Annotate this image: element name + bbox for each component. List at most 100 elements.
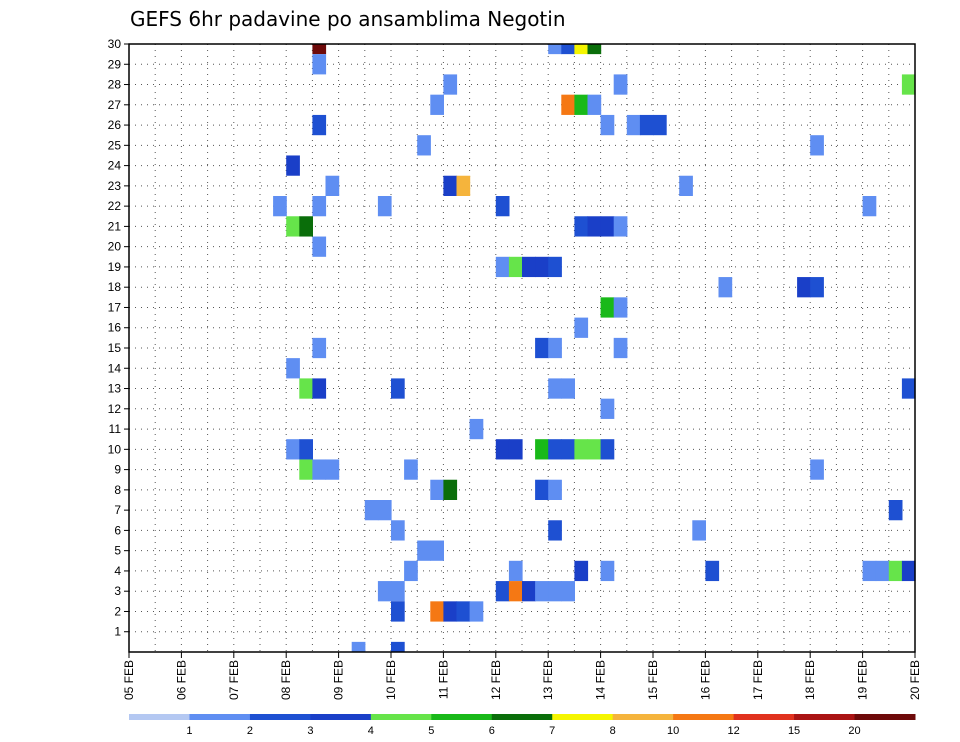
precip-cell xyxy=(522,581,536,602)
precip-cell xyxy=(587,216,602,237)
precip-cell xyxy=(810,459,824,480)
x-tick-label: 10 FEB xyxy=(384,660,398,700)
precip-cell xyxy=(653,114,667,136)
precip-cell xyxy=(364,500,379,521)
precip-cell xyxy=(548,337,562,359)
precip-cell xyxy=(901,378,916,399)
colorbar: 1 2 3 4 5 6 7 8 10 12 15 20 xyxy=(129,714,916,737)
precip-cell xyxy=(417,135,431,156)
precip-cell xyxy=(574,439,589,460)
precip-cell xyxy=(456,601,471,622)
precip-cell xyxy=(391,378,405,399)
precip-cell xyxy=(430,94,444,115)
precip-cell xyxy=(377,500,392,521)
y-tick-label: 26 xyxy=(108,118,122,132)
precip-cell xyxy=(548,439,562,460)
precip-cell xyxy=(273,196,287,217)
precip-cell xyxy=(286,155,300,176)
y-tick-label: 30 xyxy=(108,37,122,51)
precip-cell xyxy=(495,256,510,278)
colorbar-swatch xyxy=(370,714,432,720)
precip-cell xyxy=(312,236,327,257)
precip-cell xyxy=(495,581,510,602)
precip-cell xyxy=(600,439,615,460)
precip-cell xyxy=(535,581,549,602)
precip-cell xyxy=(600,297,615,318)
precip-cell xyxy=(299,459,313,480)
precip-cell xyxy=(888,500,903,521)
y-tick-label: 3 xyxy=(114,584,121,598)
colorbar-label: 10 xyxy=(667,725,679,737)
colorbar-swatch xyxy=(794,714,856,720)
precip-cell xyxy=(862,196,877,217)
y-tick-label: 25 xyxy=(108,138,122,152)
precip-cell xyxy=(404,560,418,582)
precip-cell xyxy=(430,601,444,622)
x-tick-label: 05 FEB xyxy=(122,660,136,700)
precip-cell xyxy=(377,196,392,217)
precip-cell xyxy=(325,175,340,196)
precip-cell xyxy=(312,114,327,136)
precip-cell xyxy=(797,277,811,298)
precip-cell xyxy=(613,297,628,318)
colorbar-label: 5 xyxy=(428,725,434,737)
precip-cell xyxy=(574,44,589,55)
precip-cell xyxy=(312,196,327,217)
precip-cell xyxy=(600,216,615,237)
precip-cell xyxy=(639,114,654,136)
precip-cell xyxy=(574,317,589,338)
precip-cell xyxy=(548,479,562,500)
precip-cell xyxy=(469,418,484,440)
precip-cell xyxy=(456,175,471,196)
colorbar-label: 3 xyxy=(307,725,313,737)
y-tick-label: 23 xyxy=(108,179,122,193)
x-tick-label: 20 FEB xyxy=(908,660,922,700)
y-tick-label: 20 xyxy=(108,240,122,254)
precip-cell xyxy=(299,216,313,237)
y-tick-label: 4 xyxy=(114,564,121,578)
y-tick-label: 29 xyxy=(108,57,122,71)
y-tick-label: 16 xyxy=(108,321,122,335)
precip-cell xyxy=(875,560,890,582)
precip-cell xyxy=(574,94,589,115)
colorbar-swatch xyxy=(552,714,614,720)
precip-cell xyxy=(561,581,575,602)
precip-cell xyxy=(443,601,458,622)
colorbar-swatch xyxy=(612,714,674,720)
precip-cell xyxy=(548,520,562,541)
precip-cell xyxy=(299,378,313,399)
precip-cell xyxy=(495,439,510,460)
x-tick-label: 06 FEB xyxy=(174,660,188,700)
colorbar-label: 7 xyxy=(549,725,555,737)
precip-cell xyxy=(574,216,589,237)
precip-cell xyxy=(901,560,916,582)
precip-cell xyxy=(600,560,615,582)
colorbar-label: 15 xyxy=(788,725,800,737)
precip-cell xyxy=(548,256,562,278)
precip-cell xyxy=(391,581,405,602)
x-tick-label: 15 FEB xyxy=(646,660,660,700)
y-tick-label: 7 xyxy=(114,503,121,517)
precip-cell xyxy=(561,378,575,399)
precip-cell xyxy=(508,439,523,460)
y-tick-label: 5 xyxy=(114,544,121,558)
precip-cell xyxy=(587,44,602,55)
precip-cell xyxy=(613,337,628,359)
colorbar-swatch xyxy=(129,714,190,720)
precip-cell xyxy=(443,479,458,500)
precip-cell xyxy=(535,479,549,500)
precip-cell xyxy=(325,459,340,480)
precip-cell xyxy=(312,54,327,75)
colorbar-swatch xyxy=(854,714,916,720)
precip-cell xyxy=(613,216,628,237)
precip-cell xyxy=(443,175,458,196)
x-tick-label: 19 FEB xyxy=(856,660,870,700)
precip-cell xyxy=(508,256,523,278)
x-tick-label: 18 FEB xyxy=(803,660,817,700)
y-tick-label: 6 xyxy=(114,523,121,537)
y-tick-label: 12 xyxy=(108,402,122,416)
colorbar-label: 4 xyxy=(368,725,374,737)
precip-cell xyxy=(312,337,327,359)
x-tick-label: 17 FEB xyxy=(751,660,765,700)
